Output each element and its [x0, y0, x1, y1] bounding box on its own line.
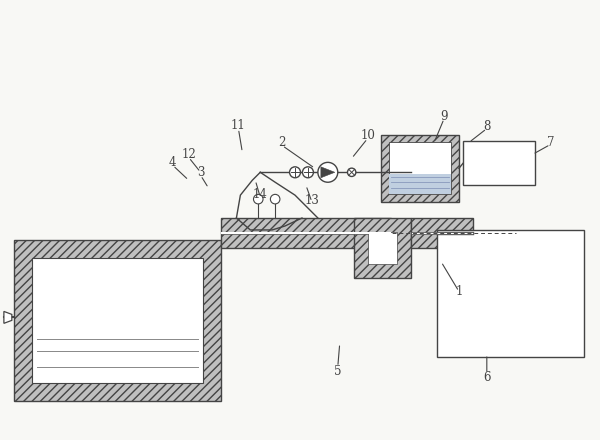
Text: 8: 8 [483, 120, 491, 133]
Bar [389, 143, 451, 194]
Text: 6: 6 [483, 370, 491, 384]
Circle shape [318, 162, 338, 182]
Text: 10: 10 [360, 129, 375, 142]
Bar [382, 135, 459, 202]
Text: 11: 11 [231, 119, 246, 132]
Bar [389, 174, 451, 194]
Circle shape [271, 194, 280, 204]
Bar [353, 218, 411, 278]
Circle shape [302, 167, 313, 178]
Bar [463, 142, 535, 185]
Bar [14, 240, 221, 401]
Text: 7: 7 [547, 136, 554, 149]
Circle shape [253, 194, 263, 204]
Bar [221, 232, 391, 234]
Text: 1: 1 [455, 285, 463, 298]
Text: 14: 14 [253, 188, 268, 201]
Bar [411, 232, 473, 234]
Text: 4: 4 [169, 156, 176, 169]
Text: 5: 5 [334, 365, 341, 378]
Circle shape [347, 168, 356, 176]
Text: 2: 2 [278, 136, 286, 149]
Text: 9: 9 [440, 110, 448, 123]
Bar [437, 230, 584, 357]
Circle shape [290, 167, 301, 178]
Polygon shape [4, 312, 12, 323]
Text: 13: 13 [304, 194, 319, 207]
Bar [368, 232, 397, 264]
Bar [221, 218, 391, 248]
Text: 3: 3 [197, 166, 205, 179]
Bar [411, 218, 473, 248]
Bar [221, 232, 391, 234]
Polygon shape [321, 167, 335, 178]
Text: 12: 12 [181, 148, 196, 161]
Bar [32, 258, 203, 383]
